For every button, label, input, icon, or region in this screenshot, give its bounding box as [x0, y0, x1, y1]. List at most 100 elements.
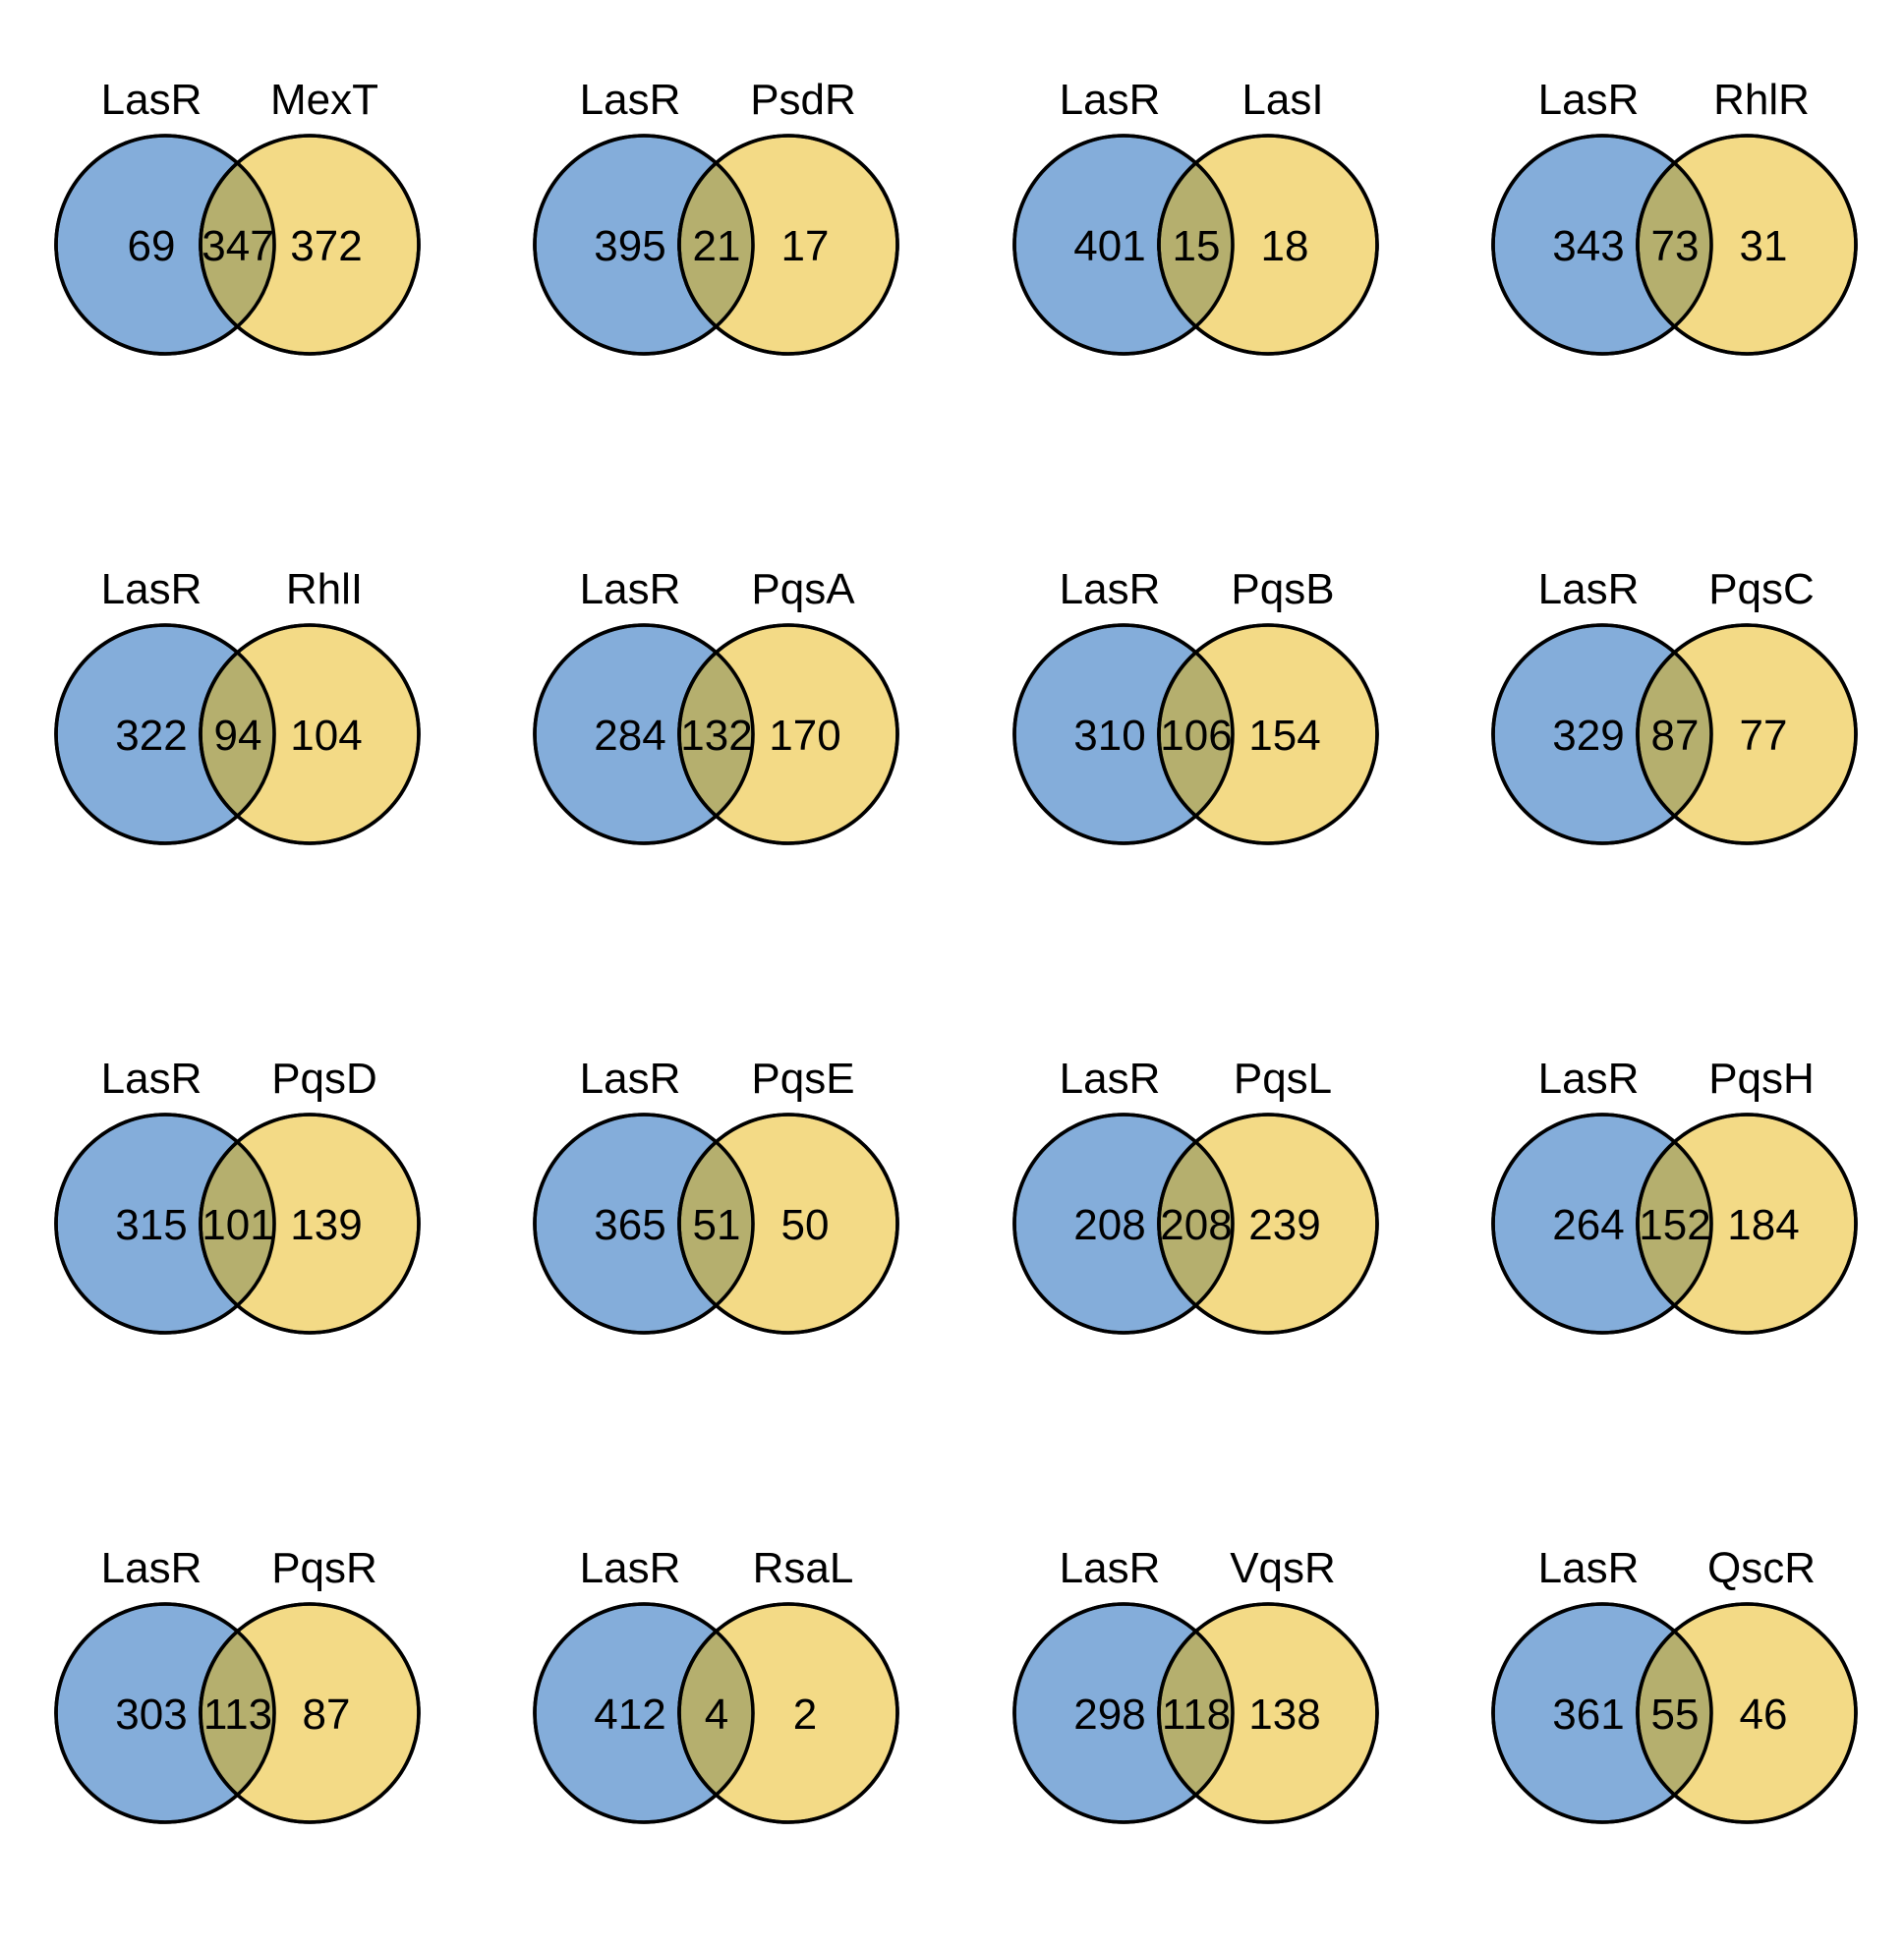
right-set-outline	[1157, 623, 1379, 845]
left-set-outline	[1491, 1113, 1713, 1335]
right-set-label: PsdR	[750, 76, 856, 124]
right-set-outline	[199, 1602, 421, 1824]
venn-diagram: LasR VqsR 298 118 138	[1012, 1544, 1379, 1824]
right-only-count: 77	[1740, 712, 1788, 760]
left-set-outline	[54, 1113, 276, 1335]
right-only-count: 87	[303, 1691, 351, 1739]
right-set-outline	[677, 134, 899, 356]
left-set-label: LasR	[1538, 76, 1640, 124]
right-set-outline	[1636, 134, 1858, 356]
left-set-label: LasR	[580, 565, 681, 613]
overlap-count: 51	[693, 1201, 741, 1249]
right-only-count: 17	[781, 222, 830, 270]
right-only-count: 184	[1727, 1201, 1799, 1249]
right-set-label: PqsR	[271, 1544, 377, 1592]
right-only-count: 139	[290, 1201, 362, 1249]
left-set-label: LasR	[101, 76, 202, 124]
venn-diagram: LasR PqsH 264 152 184	[1491, 1055, 1858, 1335]
left-set-outline	[54, 134, 276, 356]
right-set-label: PqsC	[1708, 565, 1815, 613]
left-set-outline	[533, 1113, 755, 1335]
overlap-count: 132	[680, 712, 752, 760]
right-only-count: 2	[793, 1691, 817, 1739]
right-set-label: PqsB	[1231, 565, 1334, 613]
right-set-outline	[199, 134, 421, 356]
right-set-outline	[677, 1113, 899, 1335]
overlap-count: 87	[1651, 712, 1700, 760]
venn-diagram: LasR PqsE 365 51 50	[533, 1055, 899, 1335]
venn-diagram: LasR PqsL 208 208 239	[1012, 1055, 1379, 1335]
left-set-label: LasR	[1060, 1544, 1161, 1592]
left-set-label: LasR	[580, 1544, 681, 1592]
left-only-count: 315	[115, 1201, 187, 1249]
venn-diagram: LasR PqsB 310 106 154	[1012, 565, 1379, 845]
overlap-count: 15	[1173, 222, 1221, 270]
venn-diagram: LasR MexT 69 347 372	[54, 76, 421, 356]
right-set-outline	[1636, 1602, 1858, 1824]
right-set-outline	[677, 623, 899, 845]
left-set-label: LasR	[580, 1055, 681, 1103]
overlap-count: 208	[1160, 1201, 1232, 1249]
right-set-outline	[1636, 1113, 1858, 1335]
left-set-label: LasR	[1538, 565, 1640, 613]
right-set-outline	[199, 623, 421, 845]
left-set-outline	[533, 134, 755, 356]
venn-diagram: LasR PqsC 329 87 77	[1491, 565, 1858, 845]
left-set-outline	[1491, 134, 1713, 356]
right-set-label: PqsH	[1708, 1055, 1815, 1103]
left-set-label: LasR	[101, 1544, 202, 1592]
right-only-count: 104	[290, 712, 362, 760]
venn-diagram: LasR RhlI 322 94 104	[54, 565, 421, 845]
left-only-count: 401	[1073, 222, 1145, 270]
left-set-outline	[533, 1602, 755, 1824]
right-only-count: 170	[769, 712, 840, 760]
venn-diagram: LasR PqsA 284 132 170	[533, 565, 899, 845]
right-only-count: 18	[1261, 222, 1309, 270]
venn-diagram: LasR RhlR 343 73 31	[1491, 76, 1858, 356]
left-only-count: 69	[128, 222, 176, 270]
right-set-outline	[1157, 134, 1379, 356]
right-set-outline	[1157, 1113, 1379, 1335]
venn-diagram: LasR QscR 361 55 46	[1491, 1544, 1858, 1824]
right-set-label: VqsR	[1230, 1544, 1336, 1592]
right-set-outline	[1636, 623, 1858, 845]
overlap-count: 113	[203, 1691, 272, 1739]
left-set-label: LasR	[1538, 1055, 1640, 1103]
left-only-count: 298	[1073, 1691, 1145, 1739]
left-only-count: 412	[594, 1691, 665, 1739]
overlap-count: 73	[1651, 222, 1700, 270]
right-set-label: PqsE	[751, 1055, 854, 1103]
right-set-outline	[199, 1113, 421, 1335]
left-set-outline	[533, 623, 755, 845]
left-set-outline	[1012, 134, 1235, 356]
right-only-count: 154	[1248, 712, 1320, 760]
left-set-label: LasR	[1060, 565, 1161, 613]
right-set-label: PqsD	[271, 1055, 377, 1103]
venn-diagram: LasR LasI 401 15 18	[1012, 76, 1379, 356]
left-set-label: LasR	[101, 1055, 202, 1103]
left-set-outline	[54, 623, 276, 845]
left-only-count: 264	[1552, 1201, 1624, 1249]
right-set-outline	[1157, 1602, 1379, 1824]
overlap-count: 152	[1639, 1201, 1710, 1249]
right-set-label: QscR	[1707, 1544, 1816, 1592]
venn-diagram: LasR PqsD 315 101 139	[54, 1055, 421, 1335]
right-set-label: PqsA	[751, 565, 855, 613]
left-only-count: 365	[594, 1201, 665, 1249]
overlap-count: 4	[705, 1691, 728, 1739]
overlap-count: 21	[693, 222, 741, 270]
right-set-outline	[677, 1602, 899, 1824]
venn-diagram: LasR RsaL 412 4 2	[533, 1544, 899, 1824]
right-only-count: 138	[1248, 1691, 1320, 1739]
right-only-count: 372	[290, 222, 362, 270]
left-only-count: 303	[115, 1691, 187, 1739]
right-only-count: 46	[1740, 1691, 1788, 1739]
left-set-outline	[1012, 1113, 1235, 1335]
right-set-label: MexT	[270, 76, 378, 124]
right-set-label: RhlI	[286, 565, 363, 613]
left-only-count: 343	[1552, 222, 1624, 270]
left-set-outline	[1012, 623, 1235, 845]
right-set-label: RsaL	[753, 1544, 854, 1592]
left-set-label: LasR	[1060, 76, 1161, 124]
left-set-label: LasR	[1538, 1544, 1640, 1592]
